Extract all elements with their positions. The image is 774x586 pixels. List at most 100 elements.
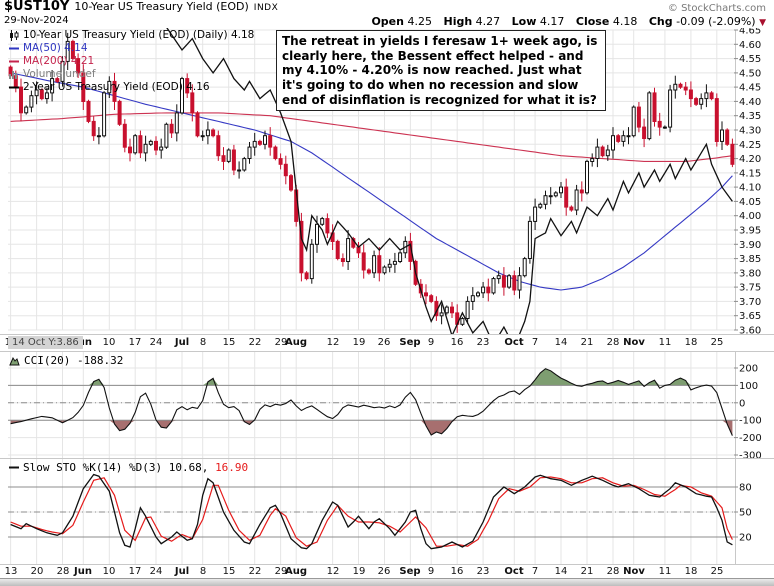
svg-text:4.50: 4.50 [739,68,761,79]
x-axis-label: 24 [149,566,163,577]
x-axis-label: 13 [4,566,18,577]
area-icon [9,356,20,366]
svg-text:4.10: 4.10 [739,183,761,194]
legend-label: MA(50) 4.14 [23,42,88,54]
x-axis-label: 7 [531,337,539,348]
svg-text:4.60: 4.60 [739,40,761,51]
legend-label: 10-Year US Treasury Yield (EOD) (Daily) … [23,29,255,41]
x-axis-label: 17 [128,566,142,577]
svg-text:4.15: 4.15 [739,168,761,179]
line-icon [9,464,19,471]
x-axis-label: Sep [399,337,421,348]
x-axis-label: 19 [352,337,366,348]
legend-label: Volume undef [23,68,96,80]
x-axis-label: Jul [174,566,190,577]
x-axis-label: 26 [377,337,391,348]
x-axis-label: 15 [222,337,236,348]
cci-panel: 200 100 0 -100 -200 -300 CCI(20) -188.32 [0,352,774,458]
svg-text:100: 100 [739,381,758,392]
svg-text:4.05: 4.05 [739,197,761,208]
x-axis-label: 28 [606,566,620,577]
exchange-label: INDX [253,3,279,13]
stochastic-panel: 80 50 20 Slow STO %K(14) %D(3) 10.68, 16.9… [0,458,774,565]
sto-legend-label: Slow STO %K(14) %D(3) 10.68, [23,461,216,474]
header-row: $UST10Y 10-Year US Treasury Yield (EOD) … [0,0,774,14]
quote-low: Low 4.17 [511,15,565,28]
legend-item-2y: 2-Year US Treasury Yield (EOD) 4.16 [9,81,254,94]
title-block: $UST10Y 10-Year US Treasury Yield (EOD) … [4,0,278,14]
x-axis-label: 23 [476,566,490,577]
symbol: $UST10Y [4,0,70,14]
x-axis-label: Aug [284,566,308,577]
cci-legend: CCI(20) -188.32 [9,354,123,367]
volume-bars-icon [9,70,19,79]
legend-item-ma200: MA(200) 4.21 [9,55,254,68]
x-axis-label: 19 [352,566,366,577]
x-axis-bottom: 13 20 28 Jun 10 17 24 Jul 8 15 22 29 Aug 12 19 26 Sep 9 16… [0,564,774,578]
x-axis-label: 14 [554,566,568,577]
x-axis-label: 14 [554,337,568,348]
x-axis-label: 9 [427,566,435,577]
bottom-scrollbar-strip [0,578,774,586]
x-axis-label: Oct [504,337,524,348]
x-axis-label: 16 [450,566,464,577]
x-axis-label: Jun [74,566,92,577]
x-axis-label: 8 [199,566,207,577]
x-axis-label: Aug [284,337,308,348]
sto-legend: Slow STO %K(14) %D(3) 10.68, 16.90 [9,461,248,474]
svg-text:4.20: 4.20 [739,154,761,165]
candlestick-icon [9,30,19,41]
svg-text:4.55: 4.55 [739,54,761,65]
svg-text:3.65: 3.65 [739,311,761,322]
copyright: © StockCharts.com [667,3,766,14]
quote-close: Close 4.18 [575,15,638,28]
x-axis-label: Sep [399,566,421,577]
svg-text:3.70: 3.70 [739,297,761,308]
svg-text:4.00: 4.00 [739,211,761,222]
x-axis-label: 9 [427,337,435,348]
svg-text:4.65: 4.65 [739,28,761,37]
legend-label: 2-Year US Treasury Yield (EOD) 4.16 [23,81,210,93]
svg-text:20: 20 [739,533,752,544]
x-axis-label: 22 [248,337,262,348]
svg-text:4.30: 4.30 [739,126,761,137]
legend-label: MA(200) 4.21 [23,55,95,67]
main-price-panel: 4.65 4.60 4.55 4.50 4.45 4.40 4.35 4.30 4.25 4.20… [0,28,774,334]
x-axis-label: 16 [450,337,464,348]
x-axis-label: Nov [623,566,645,577]
x-axis-label: 10 [102,566,116,577]
svg-text:200: 200 [739,364,758,375]
svg-text:-100: -100 [739,416,762,427]
legend-item-ma50: MA(50) 4.14 [9,42,254,55]
x-axis-middle: 14 Oct Y:3.86 132028Jun101724Jul8152229A… [0,334,774,352]
x-axis-label: 21 [580,337,594,348]
x-axis-label: 21 [580,566,594,577]
x-axis-label: Jul [174,337,190,348]
svg-text:3.80: 3.80 [739,268,761,279]
svg-text:3.90: 3.90 [739,240,761,251]
legend-item-volume: Volume undef [9,68,254,81]
x-axis-label: 11 [658,337,672,348]
chart-date: 29-Nov-2024 [4,15,69,26]
x-axis-label: Jun [74,337,92,348]
x-axis-label: 24 [149,337,163,348]
x-axis-label: 22 [248,566,262,577]
x-axis-label: 7 [531,566,539,577]
svg-text:0: 0 [739,398,745,409]
x-axis-label: 10 [102,337,116,348]
x-axis-label: Nov [623,337,645,348]
quote-open: Open 4.25 [371,15,432,28]
x-axis-label: 20 [30,566,44,577]
cci-legend-label: CCI(20) -188.32 [24,354,124,367]
ohlc-quote: Open 4.25 High 4.27 Low 4.17 Close 4.18 … [363,15,766,28]
chg-down-triangle-icon: ▼ [759,18,766,28]
x-axis-label: 15 [222,566,236,577]
x-axis-label: 28 [56,566,70,577]
crosshair-tooltip: 14 Oct Y:3.86 [8,336,83,349]
x-axis-label: 12 [326,566,340,577]
quote-high: High 4.27 [443,15,501,28]
main-legend: 10-Year US Treasury Yield (EOD) (Daily) … [9,29,254,94]
x-axis-label: 18 [684,337,698,348]
svg-text:3.60: 3.60 [739,326,761,335]
